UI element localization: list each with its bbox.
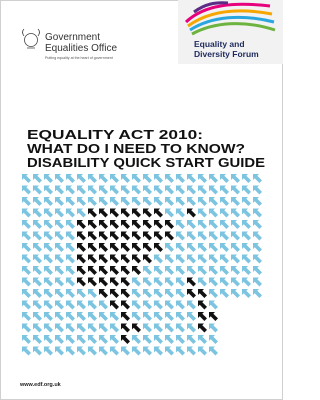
footer-url: www.edf.org.uk xyxy=(19,382,62,388)
title-line: WHAT DO I NEED TO KNOW? xyxy=(27,141,245,156)
org-name: Equalities Office xyxy=(45,43,118,54)
forum-name: Equality and xyxy=(194,39,245,49)
tagline: Putting equality at the heart of governm… xyxy=(45,56,113,60)
forum-name: Diversity Forum xyxy=(194,49,259,59)
page: {"header": {"org_name": ["Government", "… xyxy=(0,0,283,400)
title-line: DISABILITY QUICK START GUIDE xyxy=(27,155,265,170)
cover: Government Equalities Office Putting equ… xyxy=(0,0,283,400)
title-line: EQUALITY ACT 2010: xyxy=(27,127,203,142)
forum-logo: Equality and Diversity Forum xyxy=(178,0,283,64)
org-name: Government xyxy=(45,32,100,43)
